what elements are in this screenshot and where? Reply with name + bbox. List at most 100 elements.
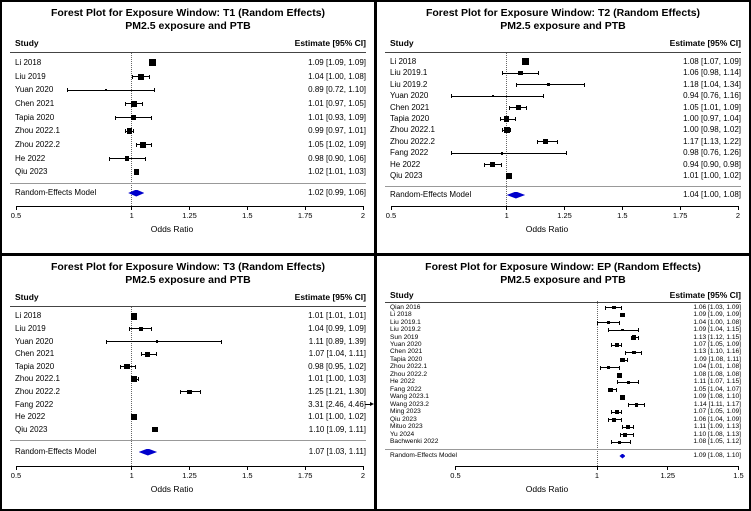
study-label: He 2022 [390, 378, 415, 386]
point-estimate-marker [503, 116, 510, 122]
estimate-text: 1.11 [0.89, 1.39] [308, 336, 366, 346]
panel-title: Forest Plot for Exposure Window: T1 (Ran… [50, 7, 326, 19]
panel-title: Forest Plot for Exposure Window: T2 (Ran… [425, 7, 701, 19]
point-estimate-marker [130, 413, 138, 421]
estimate-column-header: Estimate [95% CI] [294, 292, 366, 302]
point-estimate-marker [620, 357, 625, 363]
model-label: Random-Effects Model [15, 188, 97, 198]
ci-cap-right [615, 387, 617, 392]
confidence-interval-line [106, 341, 222, 342]
x-axis-title: Odds Ratio [150, 224, 194, 234]
axis-tick-label: 1.5 [242, 471, 253, 480]
ci-cap-left [619, 395, 621, 400]
reference-line [596, 301, 598, 466]
ci-cap-right [542, 94, 544, 99]
ci-cap-left [616, 380, 618, 385]
estimate-text: 1.18 [1.04, 1.34] [683, 79, 741, 89]
ci-cap-right [627, 358, 629, 363]
study-label: Fang 2022 [15, 399, 54, 409]
study-label: Fang 2022 [390, 385, 422, 393]
ci-cap-left [536, 139, 538, 144]
axis-tick-label: 0.5 [10, 211, 22, 220]
ci-cap-left [129, 326, 131, 331]
panel-subtitle: PM2.5 exposure and PTB [125, 20, 251, 32]
ci-cap-right [618, 365, 620, 370]
ci-cap-right [156, 352, 158, 357]
estimate-text: 1.08 [1.07, 1.09] [683, 56, 741, 66]
estimate-text: 1.10 [1.09, 1.11] [308, 424, 366, 434]
axis-tick-label: 1 [504, 211, 509, 220]
estimate-text: 0.89 [0.72, 1.10] [308, 85, 366, 95]
estimate-text: 1.14 [1.11, 1.17] [693, 400, 741, 408]
header-rule [385, 52, 741, 53]
ci-cap-left [451, 151, 453, 156]
axis-tick-label: 0.5 [450, 471, 461, 480]
offscale-arrow-icon [370, 402, 374, 406]
point-estimate-marker [631, 335, 637, 340]
x-axis-title: Odds Ratio [150, 484, 194, 494]
axis-tick-label: 1.5 [617, 211, 628, 220]
estimate-text: 1.06 [1.03, 1.09] [693, 303, 741, 311]
point-estimate-marker [612, 418, 616, 422]
summary-diamond [128, 189, 145, 197]
ci-cap-left [597, 320, 598, 325]
x-axis-title: Odds Ratio [525, 484, 569, 494]
ci-cap-left [124, 129, 126, 134]
forest-panel-t3: Forest Plot for Exposure Window: T3 (Ran… [2, 256, 374, 509]
ci-cap-right [538, 71, 540, 76]
ci-cap-left [508, 105, 510, 110]
study-label: Qiu 2023 [15, 167, 48, 177]
point-estimate-marker [505, 173, 512, 180]
study-label: Liu 2019.2 [390, 326, 421, 334]
model-label: Random-Effects Model [390, 190, 472, 200]
axis-tick-label: 1.5 [733, 471, 744, 480]
ci-cap-right [510, 128, 512, 133]
point-estimate-marker [606, 321, 610, 325]
point-estimate-marker [546, 82, 551, 87]
estimate-text: 1.06 [1.04, 1.09] [693, 415, 741, 423]
ci-cap-left [451, 94, 453, 99]
axis-tick-label: 2 [360, 211, 366, 220]
study-label: Yuan 2020 [390, 91, 429, 101]
estimate-text: 1.13 [1.10, 1.16] [693, 348, 741, 356]
point-estimate-marker [491, 94, 495, 98]
study-label: Tapia 2020 [390, 355, 423, 363]
ci-cap-right [632, 432, 634, 437]
ci-cap-right [514, 117, 516, 121]
ci-cap-right [220, 339, 222, 344]
point-estimate-marker [503, 127, 510, 134]
estimate-text: 1.04 [1.00, 1.08] [693, 318, 741, 326]
ci-cap-left [619, 432, 621, 437]
study-label: Zhou 2022.2 [390, 370, 428, 378]
estimate-text: 0.99 [0.97, 1.01] [308, 126, 366, 136]
model-separator-rule [10, 183, 366, 184]
point-estimate-marker [618, 440, 622, 444]
point-estimate-marker [130, 376, 137, 383]
point-estimate-marker [131, 101, 137, 107]
study-label: Yuan 2020 [15, 336, 54, 346]
axis-tick-label: 1.75 [672, 211, 688, 220]
point-estimate-marker [609, 387, 614, 392]
ci-cap-left [136, 142, 138, 147]
axis-tick-label: 0.5 [385, 211, 397, 220]
estimate-text: 1.01 [1.01, 1.01] [308, 311, 366, 321]
ci-cap-left [120, 364, 122, 369]
ci-cap-left [502, 128, 504, 133]
estimate-text: 1.08 [1.08, 1.08] [693, 370, 741, 378]
ci-cap-right [565, 151, 567, 156]
study-label: Chen 2021 [390, 348, 423, 356]
ci-cap-right [135, 364, 137, 369]
ci-cap-left [619, 358, 621, 363]
ci-cap-left [611, 410, 613, 415]
ci-cap-right [151, 326, 153, 331]
axis-tick [131, 206, 133, 210]
point-estimate-marker [137, 73, 144, 80]
axis-tick-label: 1.25 [182, 211, 197, 220]
study-label: Yu 2024 [390, 430, 415, 438]
study-label: Tapia 2020 [15, 112, 55, 122]
point-estimate-marker [515, 105, 521, 111]
estimate-text: 0.98 [0.95, 1.02] [308, 361, 366, 371]
point-estimate-marker [152, 426, 158, 433]
axis-tick [679, 206, 681, 210]
axis-tick-label: 1 [129, 211, 134, 220]
